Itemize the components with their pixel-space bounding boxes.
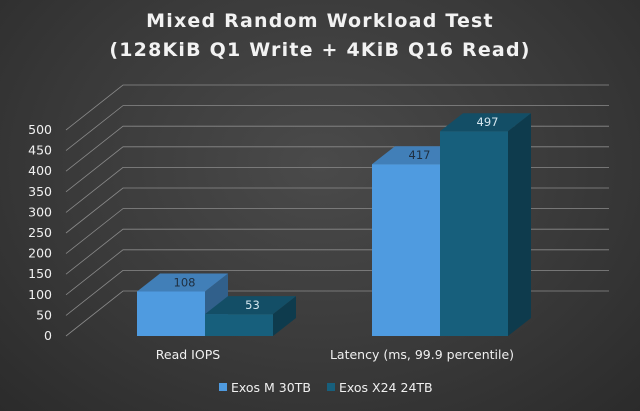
data-label: 497 [477, 115, 499, 129]
legend-swatch [327, 383, 335, 391]
y-tick-label: 0 [44, 328, 52, 343]
bar-top [440, 113, 531, 132]
x-axis-categories: Read IOPS Latency (ms, 99.9 percentile) [156, 347, 514, 362]
y-tick-label: 350 [28, 184, 52, 199]
legend-label: Exos M 30TB [231, 380, 311, 395]
legend: Exos M 30TB Exos X24 24TB [219, 380, 433, 395]
y-axis-ticks: 0 50 100 150 200 250 300 350 400 450 500 [28, 122, 52, 343]
chart-title-line-1: Mixed Random Workload Test [146, 10, 494, 32]
data-label: 417 [409, 148, 431, 162]
y-tick-label: 50 [36, 307, 52, 322]
y-tick-label: 150 [28, 266, 52, 281]
data-labels: 108 53 417 497 [174, 115, 499, 312]
y-tick-label: 200 [28, 246, 52, 261]
legend-swatch [219, 383, 227, 391]
bar [440, 131, 508, 336]
bar-side [508, 113, 531, 337]
bar-top [137, 273, 228, 292]
data-label: 108 [174, 276, 196, 290]
y-tick-label: 300 [28, 204, 52, 219]
bar [137, 291, 205, 336]
data-label: 53 [245, 298, 260, 312]
gridline [65, 105, 609, 151]
bar [205, 314, 273, 336]
gridline [65, 84, 609, 131]
bar [372, 164, 440, 336]
bar-top [205, 296, 296, 315]
x-category-label: Latency (ms, 99.9 percentile) [330, 347, 514, 362]
legend-label: Exos X24 24TB [339, 380, 433, 395]
y-tick-label: 500 [28, 122, 52, 137]
bars [137, 113, 531, 337]
y-tick-label: 100 [28, 287, 52, 302]
gridlines [65, 84, 609, 337]
bar-side [273, 296, 296, 336]
x-category-label: Read IOPS [156, 347, 220, 362]
y-tick-label: 400 [28, 163, 52, 178]
chart-title: Mixed Random Workload Test (128KiB Q1 Wr… [109, 10, 530, 61]
chart-title-line-2: (128KiB Q1 Write + 4KiB Q16 Read) [109, 39, 530, 61]
y-tick-label: 450 [28, 143, 52, 158]
y-tick-label: 250 [28, 225, 52, 240]
